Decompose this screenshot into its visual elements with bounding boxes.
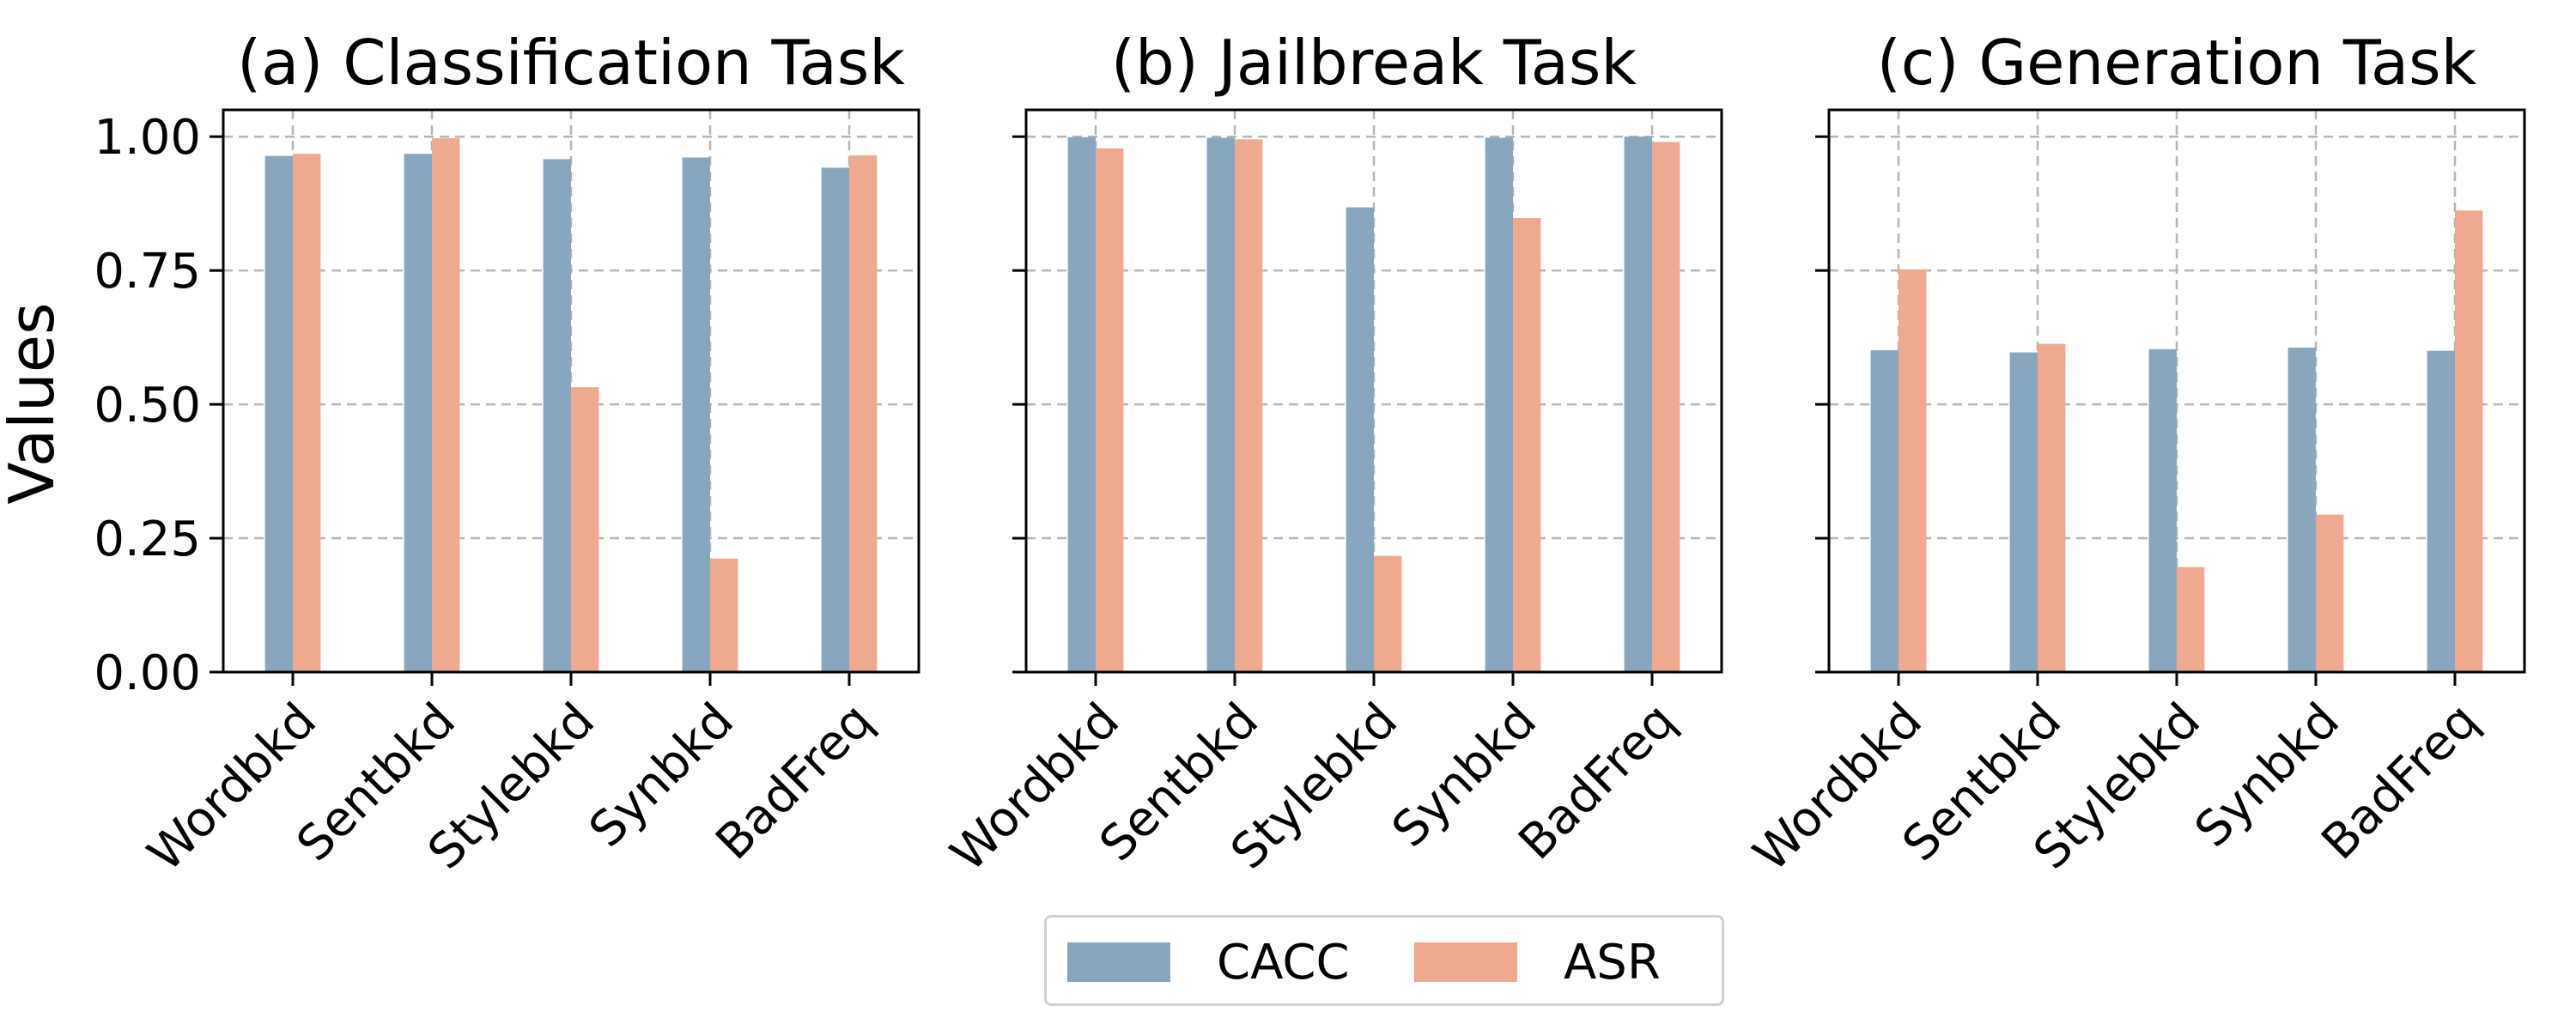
bar-cacc-wordbkd: [264, 155, 293, 673]
legend-item-cacc: CACC: [1067, 935, 1350, 991]
bar-asr-badfreq: [1652, 142, 1680, 672]
bar-asr-badfreq: [849, 155, 878, 672]
bar-asr-wordbkd: [1096, 148, 1124, 672]
x-tick-label: BadFreq: [706, 693, 884, 870]
chart-title: (c) Generation Task: [1877, 27, 2477, 99]
bar-asr-wordbkd: [293, 154, 321, 673]
bar-asr-stylebkd: [2177, 566, 2205, 672]
bar-cacc-stylebkd: [543, 159, 571, 672]
x-tick-label: BadFreq: [1509, 693, 1686, 870]
bar-cacc-synbkd: [682, 157, 710, 672]
bar-asr-synbkd: [710, 558, 738, 672]
y-tick-label: 0.50: [94, 378, 201, 433]
bar-asr-sentbkd: [1235, 139, 1263, 673]
bar-cacc-sentbkd: [1206, 137, 1235, 672]
y-tick-label: 1.00: [94, 110, 201, 166]
bar-cacc-badfreq: [1624, 136, 1652, 672]
bar-cacc-sentbkd: [2009, 352, 2038, 672]
bar-asr-stylebkd: [571, 387, 599, 672]
legend-label-asr: ASR: [1564, 934, 1661, 991]
chart-panel-1: 0.000.250.500.751.00WordbkdSentbkdStyleb…: [94, 27, 920, 882]
bar-asr-synbkd: [2316, 514, 2344, 672]
bar-cacc-synbkd: [1485, 137, 1513, 672]
bar-asr-sentbkd: [2038, 343, 2066, 672]
bar-asr-synbkd: [1513, 218, 1541, 672]
x-tick-label: Wordbkd: [1743, 693, 1933, 882]
bar-asr-wordbkd: [1899, 269, 1927, 672]
y-tick-label: 0.00: [94, 645, 201, 701]
legend: CACC ASR: [1044, 915, 1724, 1006]
bar-asr-stylebkd: [1374, 555, 1402, 672]
bar-cacc-stylebkd: [2148, 348, 2177, 672]
y-tick-label: 0.75: [94, 244, 201, 300]
bar-cacc-badfreq: [821, 167, 849, 672]
x-tick-label: BadFreq: [2312, 693, 2489, 870]
chart-title: (a) Classification Task: [237, 27, 905, 99]
bar-cacc-badfreq: [2427, 350, 2455, 672]
bar-asr-badfreq: [2455, 210, 2483, 672]
legend-swatch-asr: [1414, 942, 1517, 982]
x-tick-label: Wordbkd: [137, 693, 327, 882]
bar-asr-sentbkd: [432, 138, 460, 673]
bar-cacc-wordbkd: [1067, 136, 1096, 673]
x-tick-label: Wordbkd: [940, 693, 1130, 882]
y-axis-label: Values: [0, 302, 68, 504]
legend-label-cacc: CACC: [1217, 934, 1350, 991]
bar-cacc-wordbkd: [1870, 350, 1899, 672]
y-tick-label: 0.25: [94, 512, 201, 567]
legend-item-asr: ASR: [1414, 935, 1661, 991]
bar-cacc-sentbkd: [404, 154, 432, 673]
bar-cacc-stylebkd: [1346, 207, 1374, 673]
bar-cacc-synbkd: [2287, 347, 2316, 672]
legend-swatch-cacc: [1067, 942, 1170, 982]
chart-title: (b) Jailbreak Task: [1111, 27, 1637, 99]
